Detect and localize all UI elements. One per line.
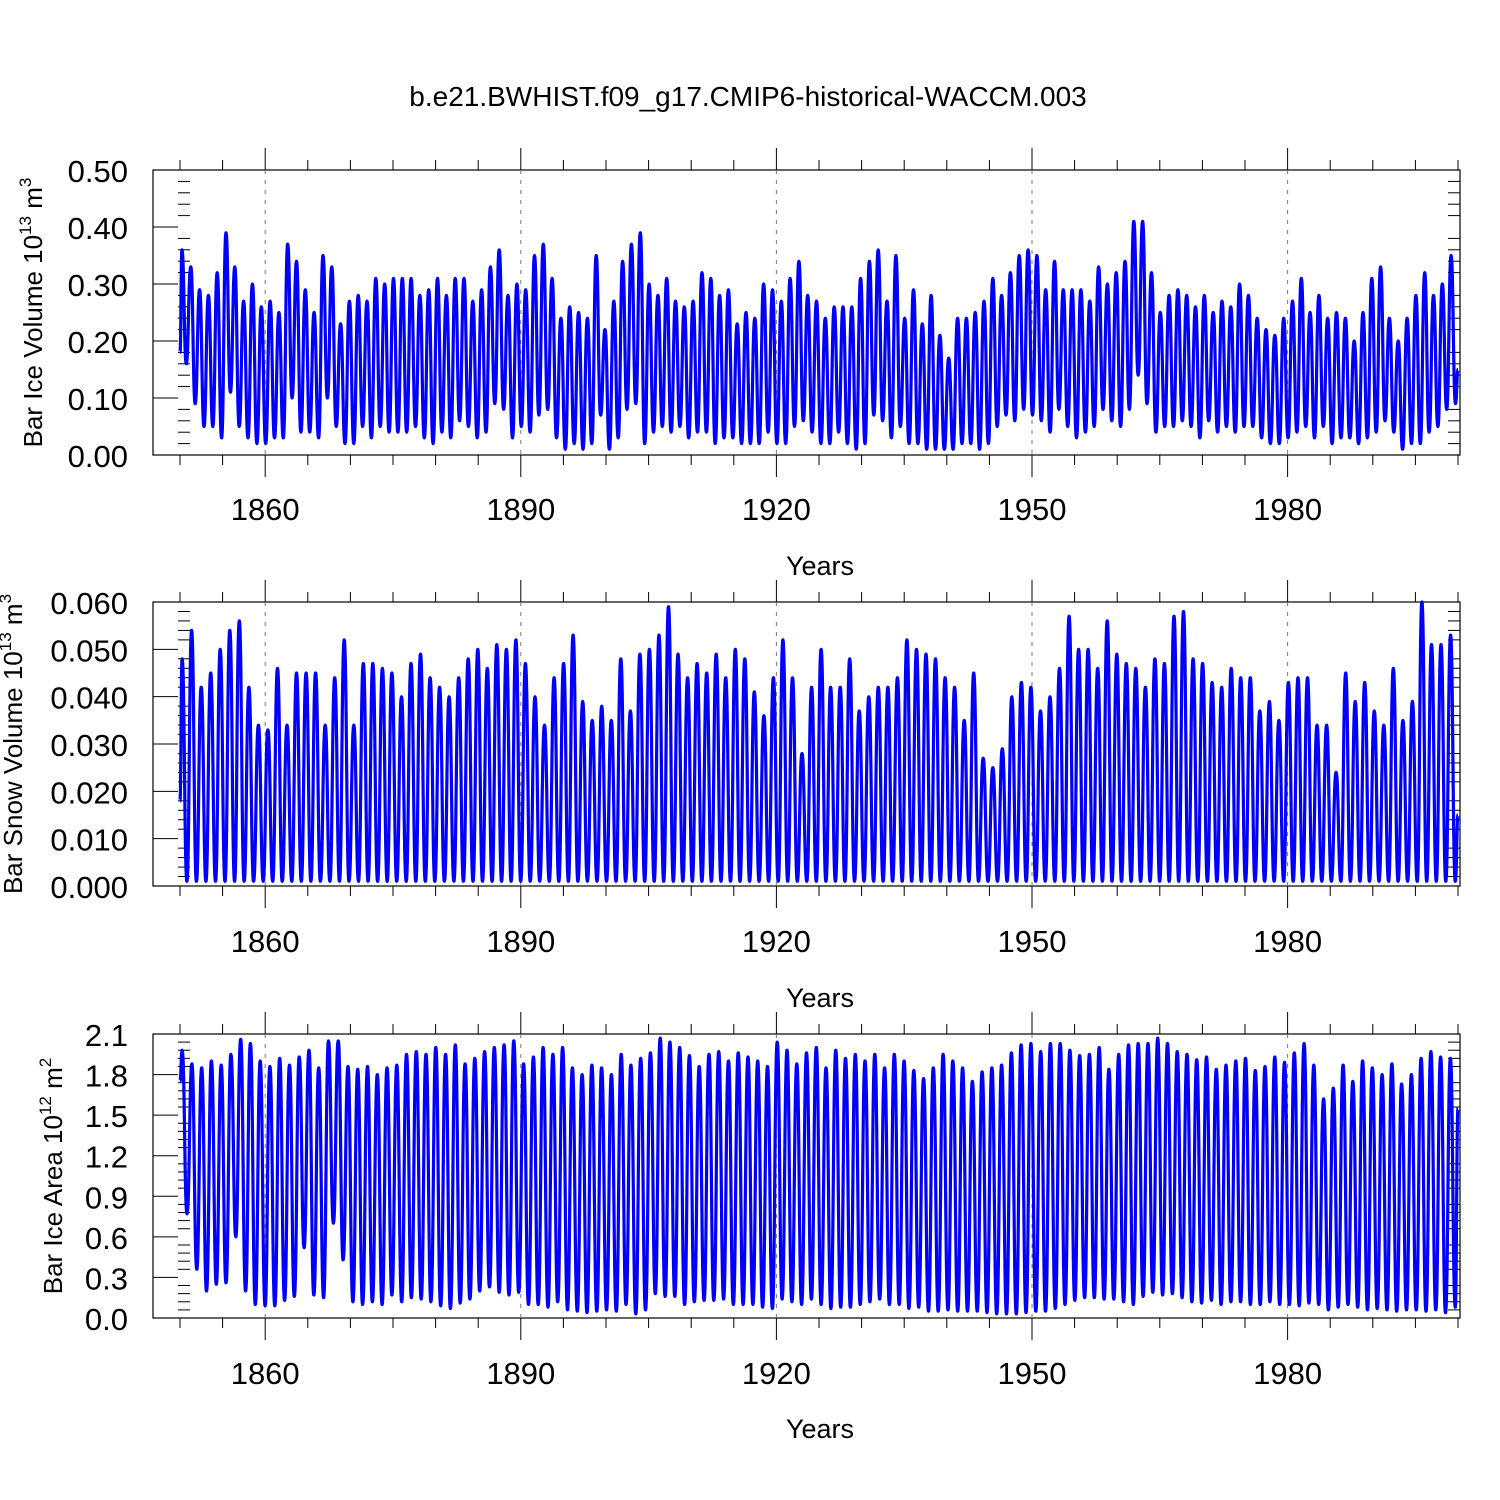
y-tick-label: 0.3: [85, 1261, 128, 1296]
x-tick-label: 1860: [231, 1356, 300, 1391]
x-tick-label: 1950: [998, 1356, 1067, 1391]
figure-title: b.e21.BWHIST.f09_g17.CMIP6-historical-WA…: [409, 81, 1086, 112]
y-tick-label: 0.0: [85, 1302, 128, 1337]
series-line: [178, 600, 1460, 883]
y-tick-label: 0.10: [68, 382, 128, 417]
y-axis-label: Bar Ice Area 1012 m2: [36, 1058, 68, 1295]
x-axis-label: Years: [786, 1414, 854, 1444]
x-tick-label: 1920: [742, 1356, 811, 1391]
x-tick-label: 1920: [742, 492, 811, 527]
x-tick-label: 1950: [998, 924, 1067, 959]
y-tick-label: 0.010: [50, 823, 128, 858]
plot-frame: [152, 1033, 1461, 1319]
x-tick-label: 1980: [1253, 492, 1322, 527]
x-axis-label: Years: [786, 551, 854, 581]
x-tick-label: 1890: [486, 492, 555, 527]
x-tick-label: 1950: [998, 492, 1067, 527]
y-tick-label: 0.00: [68, 439, 128, 474]
x-tick-label: 1860: [231, 924, 300, 959]
x-axis-label: Years: [786, 983, 854, 1013]
panel-2: 0.000 0.010 0.020 0.030 0.040 0.050 0.060 1860 1…: [0, 580, 1461, 1013]
x-tick-label: 1890: [486, 924, 555, 959]
y-tick-label: 2.1: [85, 1018, 128, 1053]
y-axis-label: Bar Snow Volume 1013 m3: [0, 594, 28, 894]
y-tick-label: 0.020: [50, 775, 128, 810]
y-axis-label: Bar Ice Volume 1013 m3: [16, 178, 48, 448]
y-tick-label: 1.8: [85, 1059, 128, 1094]
y-tick-label: 1.5: [85, 1099, 128, 1134]
y-tick-label: 1.2: [85, 1140, 128, 1175]
y-tick-label: 0.30: [68, 268, 128, 303]
y-tick-label: 0.040: [50, 681, 128, 716]
x-tick-label: 1980: [1253, 924, 1322, 959]
series-line: [178, 219, 1460, 451]
y-tick-label: 0.000: [50, 870, 128, 905]
x-tick-label: 1890: [486, 1356, 555, 1391]
x-tick-label: 1920: [742, 924, 811, 959]
panel-1: 0.00 0.10 0.20 0.30 0.40 0.50 1860 1890 1920 1950…: [16, 148, 1461, 581]
y-tick-label: 0.050: [50, 633, 128, 668]
plot-frame: [152, 169, 1461, 456]
panel-3: 0.0 0.3 0.6 0.9 1.2 1.5 1.8 2.1 1860 1890 1920 1950…: [36, 1012, 1461, 1444]
y-tick-label: 0.50: [68, 154, 128, 189]
panels: 0.00 0.10 0.20 0.30 0.40 0.50 1860 1890 1920 1950…: [0, 148, 1461, 1444]
y-tick-label: 0.030: [50, 728, 128, 763]
y-tick-label: 0.20: [68, 325, 128, 360]
series-line: [178, 1036, 1460, 1316]
x-tick-label: 1980: [1253, 1356, 1322, 1391]
x-tick-label: 1860: [231, 492, 300, 527]
y-tick-label: 0.9: [85, 1180, 128, 1215]
y-tick-label: 0.40: [68, 211, 128, 246]
y-tick-label: 0.6: [85, 1221, 128, 1256]
y-tick-label: 0.060: [50, 586, 128, 621]
